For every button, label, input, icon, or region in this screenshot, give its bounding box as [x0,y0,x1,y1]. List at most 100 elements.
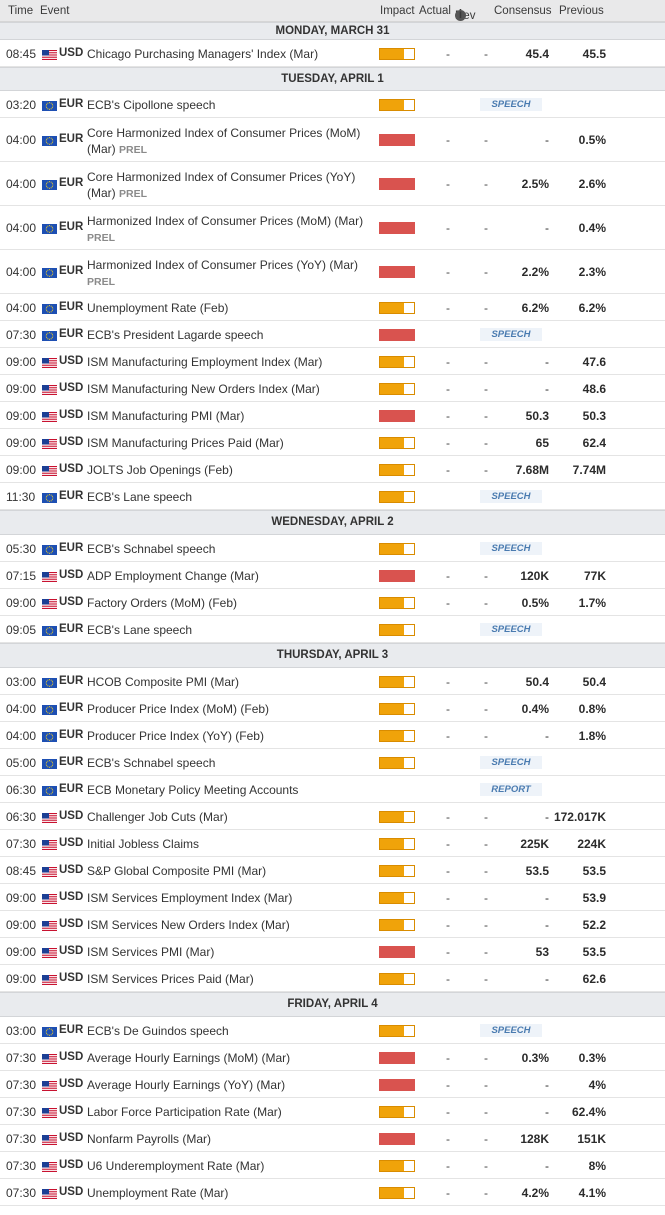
event-title[interactable]: Average Hourly Earnings (YoY) (Mar) [87,1077,286,1092]
event-row[interactable]: 04:00 EUR Core Harmonized Index of Consume… [0,118,665,162]
event-row[interactable]: 04:00 EUR Core Harmonized Index of Consume… [0,162,665,206]
event-name[interactable]: ECB's Cipollone speech [87,97,372,113]
event-title[interactable]: ECB's Schnabel speech [87,755,216,770]
event-row[interactable]: 07:15 USD ADP Employment Change (Mar) - - 120… [0,562,665,589]
event-row[interactable]: 09:00 USD ISM Services Prices Paid (Mar) - -… [0,965,665,992]
col-actual[interactable]: Actual [419,5,451,17]
event-name[interactable]: Initial Jobless Claims [87,836,372,852]
event-title[interactable]: ISM Services PMI (Mar) [87,944,215,959]
event-title[interactable]: Core Harmonized Index of Consumer Prices… [87,170,356,200]
event-title[interactable]: ECB's President Lagarde speech [87,327,264,342]
event-name[interactable]: ECB's Lane speech [87,622,372,638]
event-row[interactable]: 09:00 USD JOLTS Job Openings (Feb) - - 7.68M 7… [0,456,665,483]
event-row[interactable]: 05:30 EUR ECB's Schnabel speech SPEECH [0,535,665,562]
event-title[interactable]: ECB's Cipollone speech [87,97,216,112]
event-name[interactable]: Labor Force Participation Rate (Mar) [87,1104,372,1120]
event-row[interactable]: 09:00 USD ISM Services New Orders Index (M… [0,911,665,938]
event-name[interactable]: Average Hourly Earnings (YoY) (Mar) [87,1077,372,1093]
event-name[interactable]: ADP Employment Change (Mar) [87,568,372,584]
event-title[interactable]: Average Hourly Earnings (MoM) (Mar) [87,1050,291,1065]
event-name[interactable]: ISM Manufacturing Employment Index (Mar) [87,354,372,370]
event-title[interactable]: Initial Jobless Claims [87,836,200,851]
event-name[interactable]: S&P Global Composite PMI (Mar) [87,863,372,879]
event-row[interactable]: 04:00 EUR Harmonized Index of Consumer Pri… [0,206,665,250]
event-title[interactable]: Challenger Job Cuts (Mar) [87,809,228,824]
event-row[interactable]: 05:00 EUR ECB's Schnabel speech SPEECH [0,749,665,776]
event-row[interactable]: 07:30 USD Average Hourly Earnings (MoM) (M… [0,1044,665,1071]
event-row[interactable]: 06:30 USD Challenger Job Cuts (Mar) - - -172.… [0,803,665,830]
event-name[interactable]: ISM Services New Orders Index (Mar) [87,917,372,933]
event-title[interactable]: Factory Orders (MoM) (Feb) [87,595,238,610]
event-row[interactable]: 06:30 EUR ECB Monetary Policy Meeting Acco… [0,776,665,803]
event-title[interactable]: ISM Services New Orders Index (Mar) [87,917,290,932]
event-title[interactable]: Core Harmonized Index of Consumer Prices… [87,126,361,156]
event-title[interactable]: Producer Price Index (MoM) (Feb) [87,701,270,716]
event-row[interactable]: 09:00 USD ISM Services Employment Index (M… [0,884,665,911]
event-name[interactable]: Average Hourly Earnings (MoM) (Mar) [87,1050,372,1066]
event-title[interactable]: ISM Manufacturing New Orders Index (Mar) [87,381,320,396]
event-row[interactable]: 07:30 USD Nonfarm Payrolls (Mar) - - 128K 151K [0,1125,665,1152]
event-name[interactable]: Unemployment Rate (Feb) [87,300,372,316]
event-name[interactable]: ECB's Schnabel speech [87,755,372,771]
event-name[interactable]: ISM Manufacturing Prices Paid (Mar) [87,435,372,451]
event-name[interactable]: Producer Price Index (YoY) (Feb) [87,728,372,744]
event-title[interactable]: S&P Global Composite PMI (Mar) [87,863,267,878]
event-name[interactable]: Core Harmonized Index of Consumer Prices… [87,125,372,158]
event-title[interactable]: ISM Services Employment Index (Mar) [87,890,293,905]
event-title[interactable]: ISM Manufacturing Employment Index (Mar) [87,354,323,369]
event-name[interactable]: ECB's De Guindos speech [87,1023,372,1039]
event-row[interactable]: 09:00 USD ISM Manufacturing Prices Paid (M… [0,429,665,456]
event-row[interactable]: 03:00 EUR HCOB Composite PMI (Mar) - - 50.4 50… [0,668,665,695]
event-row[interactable]: 11:30 EUR ECB's Lane speech SPEECH [0,483,665,510]
event-name[interactable]: HCOB Composite PMI (Mar) [87,674,372,690]
event-title[interactable]: ADP Employment Change (Mar) [87,568,259,583]
event-row[interactable]: 07:30 EUR ECB's President Lagarde speech SP… [0,321,665,348]
event-name[interactable]: ECB's President Lagarde speech [87,327,372,343]
event-row[interactable]: 08:45 USD Chicago Purchasing Managers' Ind… [0,40,665,67]
event-row[interactable]: 04:00 EUR Producer Price Index (YoY) (Feb)… [0,722,665,749]
col-time[interactable]: Time [8,5,34,17]
info-icon[interactable]: i [455,9,466,21]
event-row[interactable]: 04:00 EUR Producer Price Index (MoM) (Feb)… [0,695,665,722]
col-impact[interactable]: Impact [380,5,415,17]
event-title[interactable]: ECB's Lane speech [87,622,193,637]
event-title[interactable]: ECB Monetary Policy Meeting Accounts [87,782,299,797]
event-name[interactable]: ISM Services Employment Index (Mar) [87,890,372,906]
event-row[interactable]: 09:00 USD ISM Manufacturing New Orders Ind… [0,375,665,402]
event-title[interactable]: Producer Price Index (YoY) (Feb) [87,728,264,743]
event-name[interactable]: Unemployment Rate (Mar) [87,1185,372,1201]
event-row[interactable]: 03:00 EUR ECB's De Guindos speech SPEECH [0,1017,665,1044]
event-row[interactable]: 04:00 EUR Unemployment Rate (Feb) - - 6.2% 6.2… [0,294,665,321]
col-event[interactable]: Event [40,5,70,17]
col-consensus[interactable]: Consensus [494,5,552,17]
col-previous[interactable]: Previous [559,5,604,17]
event-name[interactable]: ECB's Lane speech [87,489,372,505]
event-row[interactable]: 09:00 USD ISM Manufacturing Employment Ind… [0,348,665,375]
event-row[interactable]: 09:00 USD Factory Orders (MoM) (Feb) - - 0.5%… [0,589,665,616]
event-title[interactable]: Nonfarm Payrolls (Mar) [87,1131,212,1146]
event-name[interactable]: ECB Monetary Policy Meeting Accounts [87,782,372,798]
event-name[interactable]: Harmonized Index of Consumer Prices (MoM… [87,213,372,246]
event-row[interactable]: 09:00 USD ISM Manufacturing PMI (Mar) - - 50.… [0,402,665,429]
event-row[interactable]: 07:30 USD Unemployment Rate (Mar) - - 4.2% 4.1… [0,1179,665,1206]
event-name[interactable]: ISM Services PMI (Mar) [87,944,372,960]
event-title[interactable]: Chicago Purchasing Managers' Index (Mar) [87,46,319,61]
event-title[interactable]: Unemployment Rate (Mar) [87,1185,229,1200]
event-row[interactable]: 03:20 EUR ECB's Cipollone speech SPEECH [0,91,665,118]
event-title[interactable]: ISM Services Prices Paid (Mar) [87,971,254,986]
event-title[interactable]: U6 Underemployment Rate (Mar) [87,1158,265,1173]
event-row[interactable]: 09:00 USD ISM Services PMI (Mar) - - 53 53.5 [0,938,665,965]
event-title[interactable]: ECB's De Guindos speech [87,1023,229,1038]
event-name[interactable]: Producer Price Index (MoM) (Feb) [87,701,372,717]
event-title[interactable]: Harmonized Index of Consumer Prices (YoY… [87,258,358,272]
event-row[interactable]: 08:45 USD S&P Global Composite PMI (Mar) - -… [0,857,665,884]
event-title[interactable]: ECB's Lane speech [87,489,193,504]
event-name[interactable]: JOLTS Job Openings (Feb) [87,462,372,478]
event-title[interactable]: ECB's Schnabel speech [87,541,216,556]
event-name[interactable]: Factory Orders (MoM) (Feb) [87,595,372,611]
event-title[interactable]: Harmonized Index of Consumer Prices (MoM… [87,214,364,228]
event-row[interactable]: 09:05 EUR ECB's Lane speech SPEECH [0,616,665,643]
event-row[interactable]: 07:30 USD Initial Jobless Claims - - 225K 224K [0,830,665,857]
event-name[interactable]: U6 Underemployment Rate (Mar) [87,1158,372,1174]
event-name[interactable]: Core Harmonized Index of Consumer Prices… [87,169,372,202]
